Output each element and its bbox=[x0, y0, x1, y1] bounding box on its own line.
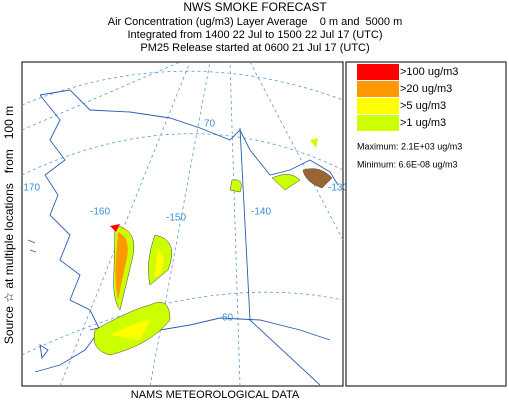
graticule bbox=[21, 61, 344, 387]
legend-label: >1 ug/m3 bbox=[400, 117, 446, 129]
latitude-label: 60 bbox=[222, 313, 234, 324]
lon-line bbox=[149, 61, 211, 387]
plume bbox=[310, 138, 318, 148]
plume bbox=[115, 232, 128, 300]
latitude-label: 70 bbox=[204, 119, 216, 130]
border bbox=[239, 127, 321, 386]
legend-swatch bbox=[357, 115, 399, 131]
lat-line bbox=[21, 291, 344, 356]
smoke-plumes bbox=[93, 138, 333, 356]
plume bbox=[154, 250, 164, 278]
header-line: Integrated from 1400 22 Jul to 1500 22 J… bbox=[128, 29, 383, 41]
header-line: Air Concentration (ug/m3) Layer Average … bbox=[108, 16, 403, 28]
legend-frame bbox=[345, 61, 507, 387]
lon-line bbox=[229, 61, 241, 387]
header-line: PM25 Release started at 0600 21 Jul 17 (… bbox=[140, 42, 369, 54]
legend-label: >100 ug/m3 bbox=[400, 66, 458, 78]
legend-swatch bbox=[357, 64, 399, 80]
plume bbox=[110, 320, 150, 340]
longitude-label: -170 bbox=[20, 183, 40, 194]
legend: >100 ug/m3 >20 ug/m3 >5 ug/m3 >1 ug/m3 bbox=[357, 64, 458, 131]
islands bbox=[27, 239, 49, 360]
lon-line bbox=[59, 61, 191, 387]
plume bbox=[229, 179, 242, 193]
legend-label: >20 ug/m3 bbox=[400, 83, 452, 95]
longitude-label: -160 bbox=[90, 207, 110, 218]
coastline bbox=[27, 89, 339, 386]
longitude-label: -150 bbox=[166, 213, 186, 224]
footer: NAMS METEOROLOGICAL DATA bbox=[131, 389, 300, 401]
legend-label: >5 ug/m3 bbox=[400, 100, 446, 112]
plume bbox=[271, 174, 301, 191]
legend-swatch bbox=[357, 98, 399, 114]
title: NWS SMOKE FORECAST bbox=[183, 0, 327, 14]
source-label: Source ☆ at multiple locations from 100 … bbox=[2, 106, 16, 344]
lat-line bbox=[21, 70, 344, 106]
minimum-label: Minimum: 6.6E-08 ug/m3 bbox=[357, 159, 458, 169]
legend-swatch bbox=[357, 81, 399, 97]
longitude-label: -140 bbox=[251, 207, 271, 218]
lat-line bbox=[21, 133, 344, 176]
map-frame bbox=[21, 61, 344, 387]
maximum-label: Maximum: 2.1E+03 ug/m3 bbox=[357, 141, 462, 151]
longitude-label: -130 bbox=[328, 183, 348, 194]
geo-labels: -170 -160 -150 -140 -130 70 60 bbox=[20, 119, 348, 324]
plume bbox=[110, 224, 120, 232]
lon-line bbox=[21, 61, 181, 131]
plume bbox=[302, 168, 333, 189]
